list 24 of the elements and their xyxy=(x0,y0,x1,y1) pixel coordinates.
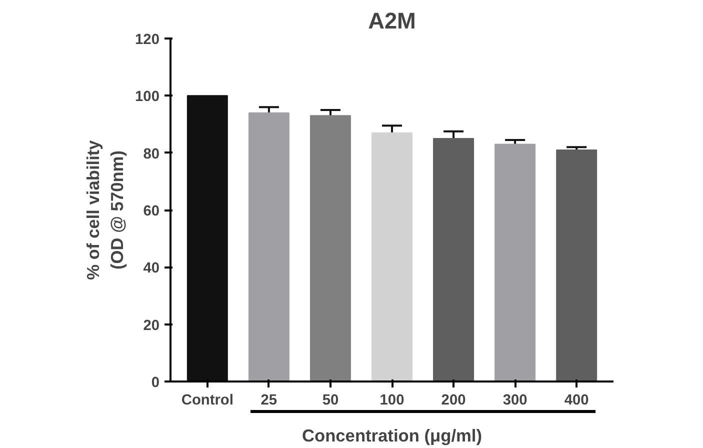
x-tick-label: 300 xyxy=(502,392,528,408)
x-tick-label: 100 xyxy=(380,392,404,408)
bar xyxy=(186,95,228,382)
y-tick-label: 120 xyxy=(135,32,160,48)
y-tick-label: 0 xyxy=(151,375,160,391)
bar xyxy=(310,115,351,382)
x-axis-title: Concentration (μg/ml) xyxy=(302,426,482,446)
y-tick-label: 100 xyxy=(135,89,160,106)
bar xyxy=(494,144,536,382)
chart-title: A2M xyxy=(368,8,416,34)
bar xyxy=(248,112,290,382)
y-tick-label: 60 xyxy=(143,204,160,220)
x-tick-label: 400 xyxy=(564,392,589,408)
x-tick-label: Control xyxy=(181,392,234,408)
x-tick-label: 200 xyxy=(441,392,466,408)
y-tick-label: 40 xyxy=(143,260,160,277)
y-axis-title: % of cell viability (OD @ 570nm) xyxy=(83,140,128,280)
bar xyxy=(433,138,474,382)
x-tick-label: 50 xyxy=(322,392,339,408)
y-tick-label: 20 xyxy=(143,318,160,334)
x-tick-label: 25 xyxy=(260,392,278,408)
bar xyxy=(372,132,412,382)
bar xyxy=(556,149,598,382)
y-tick-label: 80 xyxy=(143,146,160,162)
